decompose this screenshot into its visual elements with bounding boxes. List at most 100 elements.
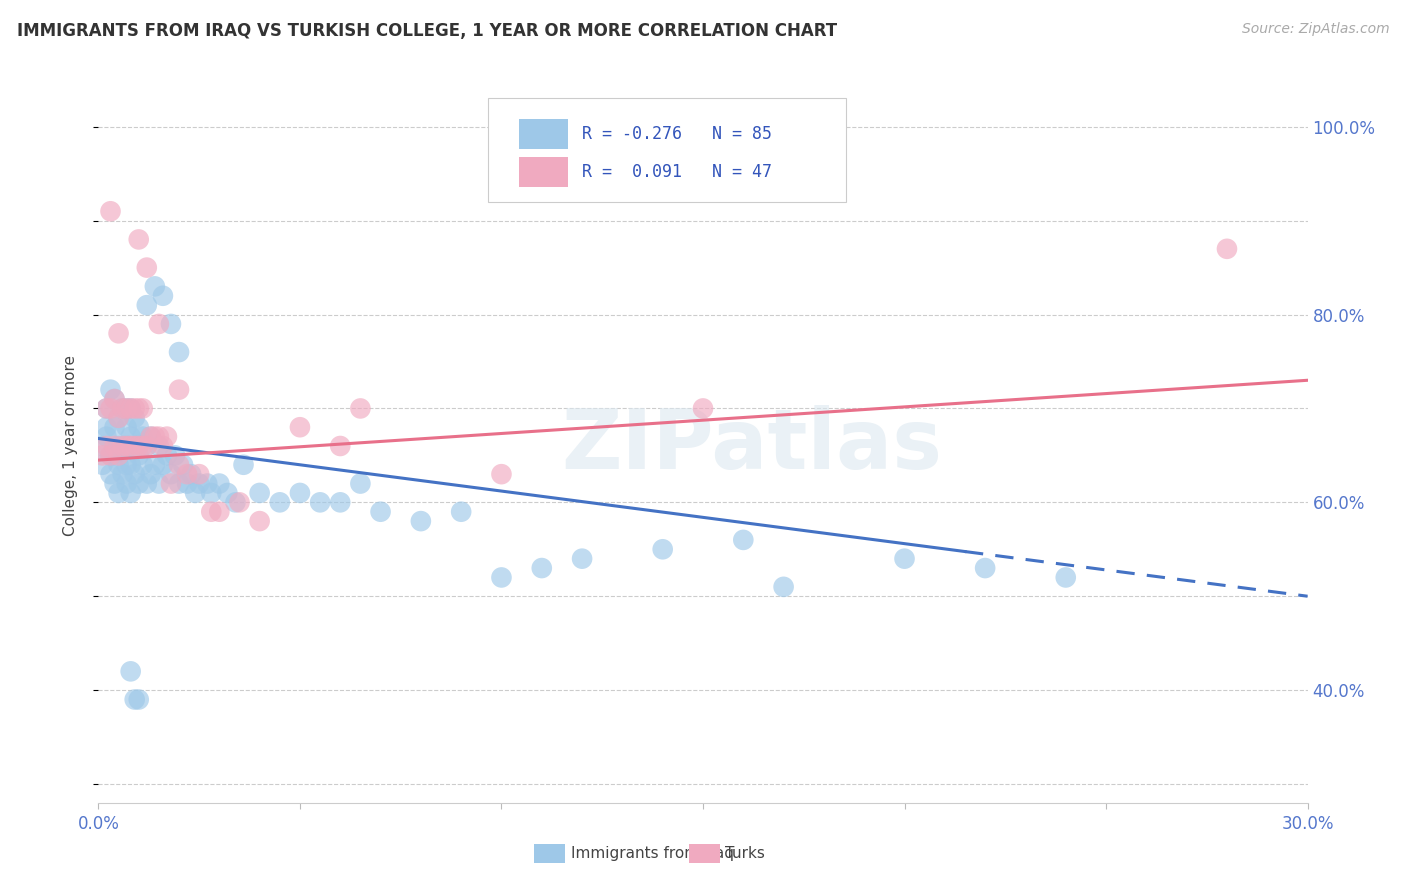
Point: [309, 495, 332, 509]
Point: [115, 401, 138, 416]
Point: [893, 551, 915, 566]
Point: [107, 439, 129, 453]
Point: [100, 467, 122, 482]
Point: [530, 561, 553, 575]
Point: [96, 401, 118, 416]
Point: [571, 551, 593, 566]
Point: [188, 476, 211, 491]
Point: [139, 429, 162, 443]
Point: [128, 449, 150, 463]
Point: [135, 298, 157, 312]
Point: [1054, 570, 1077, 584]
Point: [128, 420, 150, 434]
Point: [167, 383, 190, 397]
Point: [111, 439, 134, 453]
Point: [156, 449, 179, 463]
Point: [228, 495, 250, 509]
Point: [100, 449, 122, 463]
Point: [135, 260, 157, 275]
Text: ZIPatlas: ZIPatlas: [561, 406, 942, 486]
Point: [167, 476, 190, 491]
Point: [103, 392, 125, 406]
Point: [450, 505, 472, 519]
Point: [96, 429, 118, 443]
Point: [195, 476, 218, 491]
Text: Immigrants from Iraq: Immigrants from Iraq: [571, 847, 734, 861]
Point: [692, 401, 714, 416]
Point: [96, 439, 118, 453]
Text: Turks: Turks: [725, 847, 765, 861]
Point: [107, 486, 129, 500]
Point: [148, 439, 170, 453]
Point: [100, 204, 122, 219]
Point: [124, 439, 146, 453]
Text: R = -0.276   N = 85: R = -0.276 N = 85: [582, 125, 772, 143]
Point: [128, 232, 150, 246]
Point: [160, 467, 183, 482]
Point: [176, 476, 198, 491]
Point: [132, 401, 155, 416]
Point: [135, 439, 157, 453]
Point: [115, 439, 138, 453]
Point: [115, 458, 138, 472]
Point: [132, 458, 155, 472]
Point: [120, 401, 142, 416]
Point: [651, 542, 673, 557]
Point: [132, 439, 155, 453]
Point: [124, 439, 146, 453]
Point: [91, 458, 114, 472]
Point: [128, 401, 150, 416]
Point: [974, 561, 997, 575]
Point: [143, 429, 166, 443]
Point: [1216, 242, 1239, 256]
Point: [329, 495, 352, 509]
Point: [103, 439, 125, 453]
Point: [111, 467, 134, 482]
Point: [249, 514, 271, 528]
Point: [115, 476, 138, 491]
Point: [103, 392, 125, 406]
Point: [163, 449, 186, 463]
Point: [139, 429, 162, 443]
Point: [148, 429, 170, 443]
Point: [329, 439, 352, 453]
Point: [120, 429, 142, 443]
Point: [115, 401, 138, 416]
Point: [111, 401, 134, 416]
Point: [115, 439, 138, 453]
Point: [120, 439, 142, 453]
Point: [152, 289, 174, 303]
Point: [208, 476, 231, 491]
Point: [143, 458, 166, 472]
Point: [143, 279, 166, 293]
Point: [224, 495, 246, 509]
Point: [103, 449, 125, 463]
Point: [349, 476, 371, 491]
Point: [148, 317, 170, 331]
Point: [160, 476, 183, 491]
Text: IMMIGRANTS FROM IRAQ VS TURKISH COLLEGE, 1 YEAR OR MORE CORRELATION CHART: IMMIGRANTS FROM IRAQ VS TURKISH COLLEGE,…: [17, 22, 837, 40]
Point: [124, 692, 146, 706]
Bar: [519, 120, 568, 149]
Point: [96, 401, 118, 416]
Point: [124, 410, 146, 425]
Point: [128, 692, 150, 706]
Point: [120, 665, 142, 679]
Point: [491, 467, 513, 482]
Point: [184, 486, 207, 500]
Point: [232, 458, 254, 472]
Point: [128, 439, 150, 453]
Point: [160, 317, 183, 331]
Point: [100, 401, 122, 416]
Point: [288, 420, 311, 434]
Point: [135, 476, 157, 491]
Point: [249, 486, 271, 500]
Point: [167, 458, 190, 472]
Point: [176, 467, 198, 482]
Point: [124, 401, 146, 416]
Point: [100, 383, 122, 397]
Point: [491, 570, 513, 584]
Point: [135, 439, 157, 453]
Point: [772, 580, 794, 594]
Point: [172, 458, 194, 472]
